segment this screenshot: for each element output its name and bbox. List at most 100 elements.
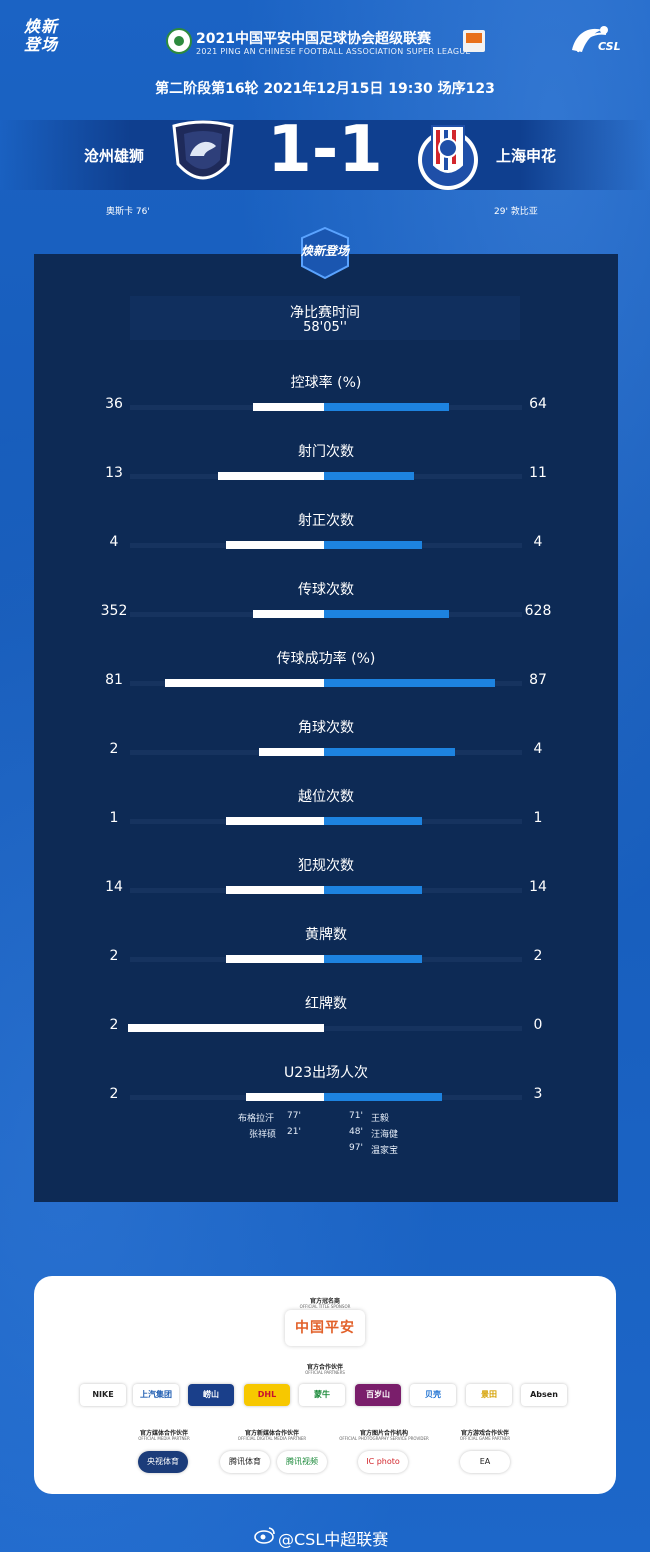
digital-partner-logo: 腾讯体育 xyxy=(220,1451,270,1473)
stat-home-bar xyxy=(226,955,324,963)
stat-away-value: 11 xyxy=(529,465,547,481)
csl-logo-label: CSL xyxy=(598,40,621,53)
away-team-name: 上海申花 xyxy=(496,147,557,165)
stat-home-bar xyxy=(128,1024,324,1032)
partner-logo: 崂山 xyxy=(188,1384,234,1406)
stat-label: 控球率 (%) xyxy=(290,375,362,391)
stat-row: 传球次数 352 628 xyxy=(34,579,618,639)
stat-away-value: 64 xyxy=(529,396,547,412)
u23-home-player-name: 张祥硕 xyxy=(249,1130,277,1140)
brand-badge-label: 焕新登场 xyxy=(300,244,349,258)
partner-logo: DHL xyxy=(244,1384,290,1406)
home-team-name: 沧州雄狮 xyxy=(84,147,145,165)
partner-logo: 上汽集团 xyxy=(133,1384,179,1406)
media-partner-logo: 央视体育 xyxy=(138,1451,188,1473)
net-time-box xyxy=(130,296,520,340)
stat-home-value: 14 xyxy=(105,879,123,895)
partners-subheading: OFFICIAL PARTNERS xyxy=(305,1370,345,1375)
stat-home-value: 4 xyxy=(109,534,119,550)
brand-logo-text: 焕新登场 xyxy=(24,17,59,54)
stat-row: 控球率 (%) 36 64 xyxy=(34,372,618,432)
partner-logo: 贝壳 xyxy=(410,1384,456,1406)
media-partner-subheading: OFFICIAL MEDIA PARTNER xyxy=(138,1436,190,1441)
stat-away-bar xyxy=(324,1093,442,1101)
stat-label: 红牌数 xyxy=(305,996,347,1012)
stat-label: U23出场人次 xyxy=(283,1065,369,1081)
title-sponsor-heading: 官方冠名商 xyxy=(309,1298,340,1305)
stat-row: 传球成功率 (%) 81 87 xyxy=(34,648,618,708)
partner-logo: NIKE xyxy=(80,1384,126,1406)
game-partner-logo: EA xyxy=(460,1451,510,1473)
away-team-crest-icon xyxy=(418,125,478,190)
pingan-badge-icon xyxy=(463,30,485,52)
stat-home-bar xyxy=(246,1093,324,1101)
stat-home-bar xyxy=(218,472,324,480)
stat-away-bar xyxy=(324,541,422,549)
stat-home-value: 2 xyxy=(109,1086,119,1102)
weibo-handle[interactable]: @CSL中超联赛 xyxy=(278,1530,389,1549)
partners-heading: 官方合作伙伴 xyxy=(306,1364,343,1371)
stat-away-bar xyxy=(324,955,422,963)
stat-row: 犯规次数 14 14 xyxy=(34,855,618,915)
match-info: 第二阶段第16轮 2021年12月15日 19:30 场序123 xyxy=(155,81,495,97)
u23-away-player-name: 汪海健 xyxy=(371,1130,399,1140)
partner-logo: Absen xyxy=(521,1384,567,1406)
u23-away-player-name: 温家宝 xyxy=(371,1146,399,1156)
game-partner-subheading: OFFICIAL GAME PARTNER xyxy=(459,1436,511,1441)
brand-badge-icon xyxy=(301,226,349,280)
photo-partner-subheading: OFFICIAL PHOTOGRAPHY SERVICE PROVIDER xyxy=(339,1436,429,1441)
league-title-en: 2021 PING AN CHINESE FOOTBALL ASSOCIATIO… xyxy=(196,47,471,56)
stat-home-bar xyxy=(259,748,324,756)
stat-row: 角球次数 2 4 xyxy=(34,717,618,777)
stat-row: 射正次数 4 4 xyxy=(34,510,618,570)
stat-away-bar xyxy=(324,472,414,480)
stat-away-bar xyxy=(324,610,449,618)
stat-away-bar xyxy=(324,403,449,411)
stat-label: 越位次数 xyxy=(298,789,354,805)
stat-home-value: 36 xyxy=(105,396,123,412)
stat-away-value: 1 xyxy=(533,810,543,826)
csl-logo-icon xyxy=(572,26,608,53)
stat-home-bar xyxy=(253,610,324,618)
stat-label: 传球次数 xyxy=(298,582,354,598)
stat-label: 黄牌数 xyxy=(305,927,347,943)
weibo-icon xyxy=(254,1527,275,1544)
game-partner-heading: 官方游戏合作伙伴 xyxy=(460,1430,509,1437)
photo-partner-logo: IC photo xyxy=(358,1451,408,1473)
stat-away-value: 3 xyxy=(533,1086,543,1102)
stat-row: 红牌数 2 0 xyxy=(34,993,618,1053)
partner-logo: 景田 xyxy=(466,1384,512,1406)
stat-away-bar xyxy=(324,886,422,894)
u23-away-player-minute: 97' xyxy=(349,1143,363,1153)
stat-label: 传球成功率 (%) xyxy=(276,651,376,667)
stat-home-value: 2 xyxy=(109,741,119,757)
stat-label: 射门次数 xyxy=(298,444,354,460)
league-title: 2021中国平安中国足球协会超级联赛 xyxy=(196,31,431,47)
net-time-value: 58'05'' xyxy=(303,320,347,335)
stat-home-bar xyxy=(165,679,324,687)
stat-track xyxy=(130,1026,522,1031)
net-time-label: 净比赛时间 xyxy=(290,305,360,321)
title-sponsor-name: 中国平安 xyxy=(295,1320,355,1336)
stats-panel xyxy=(34,254,618,1202)
stat-label: 射正次数 xyxy=(298,513,354,529)
photo-partner-heading: 官方图片合作机构 xyxy=(359,1430,408,1437)
u23-away-player-minute: 48' xyxy=(349,1127,363,1137)
title-sponsor-logo xyxy=(285,1310,365,1346)
home-team-crest-icon xyxy=(172,120,234,180)
u23-home-player-minute: 21' xyxy=(287,1127,301,1137)
stat-away-value: 4 xyxy=(533,534,543,550)
stat-away-bar xyxy=(324,748,455,756)
stat-home-value: 13 xyxy=(105,465,123,481)
stat-row: 越位次数 1 1 xyxy=(34,786,618,846)
stat-row: U23出场人次 2 3 xyxy=(34,1062,618,1122)
stat-away-value: 87 xyxy=(529,672,547,688)
score-band xyxy=(0,120,650,190)
stat-home-bar xyxy=(226,817,324,825)
stat-away-value: 2 xyxy=(533,948,543,964)
stat-away-bar xyxy=(324,817,422,825)
stat-row: 射门次数 13 11 xyxy=(34,441,618,501)
u23-away-player-minute: 71' xyxy=(349,1111,363,1121)
away-scorer: 29' 敦比亚 xyxy=(494,207,538,217)
stat-away-bar xyxy=(324,679,495,687)
